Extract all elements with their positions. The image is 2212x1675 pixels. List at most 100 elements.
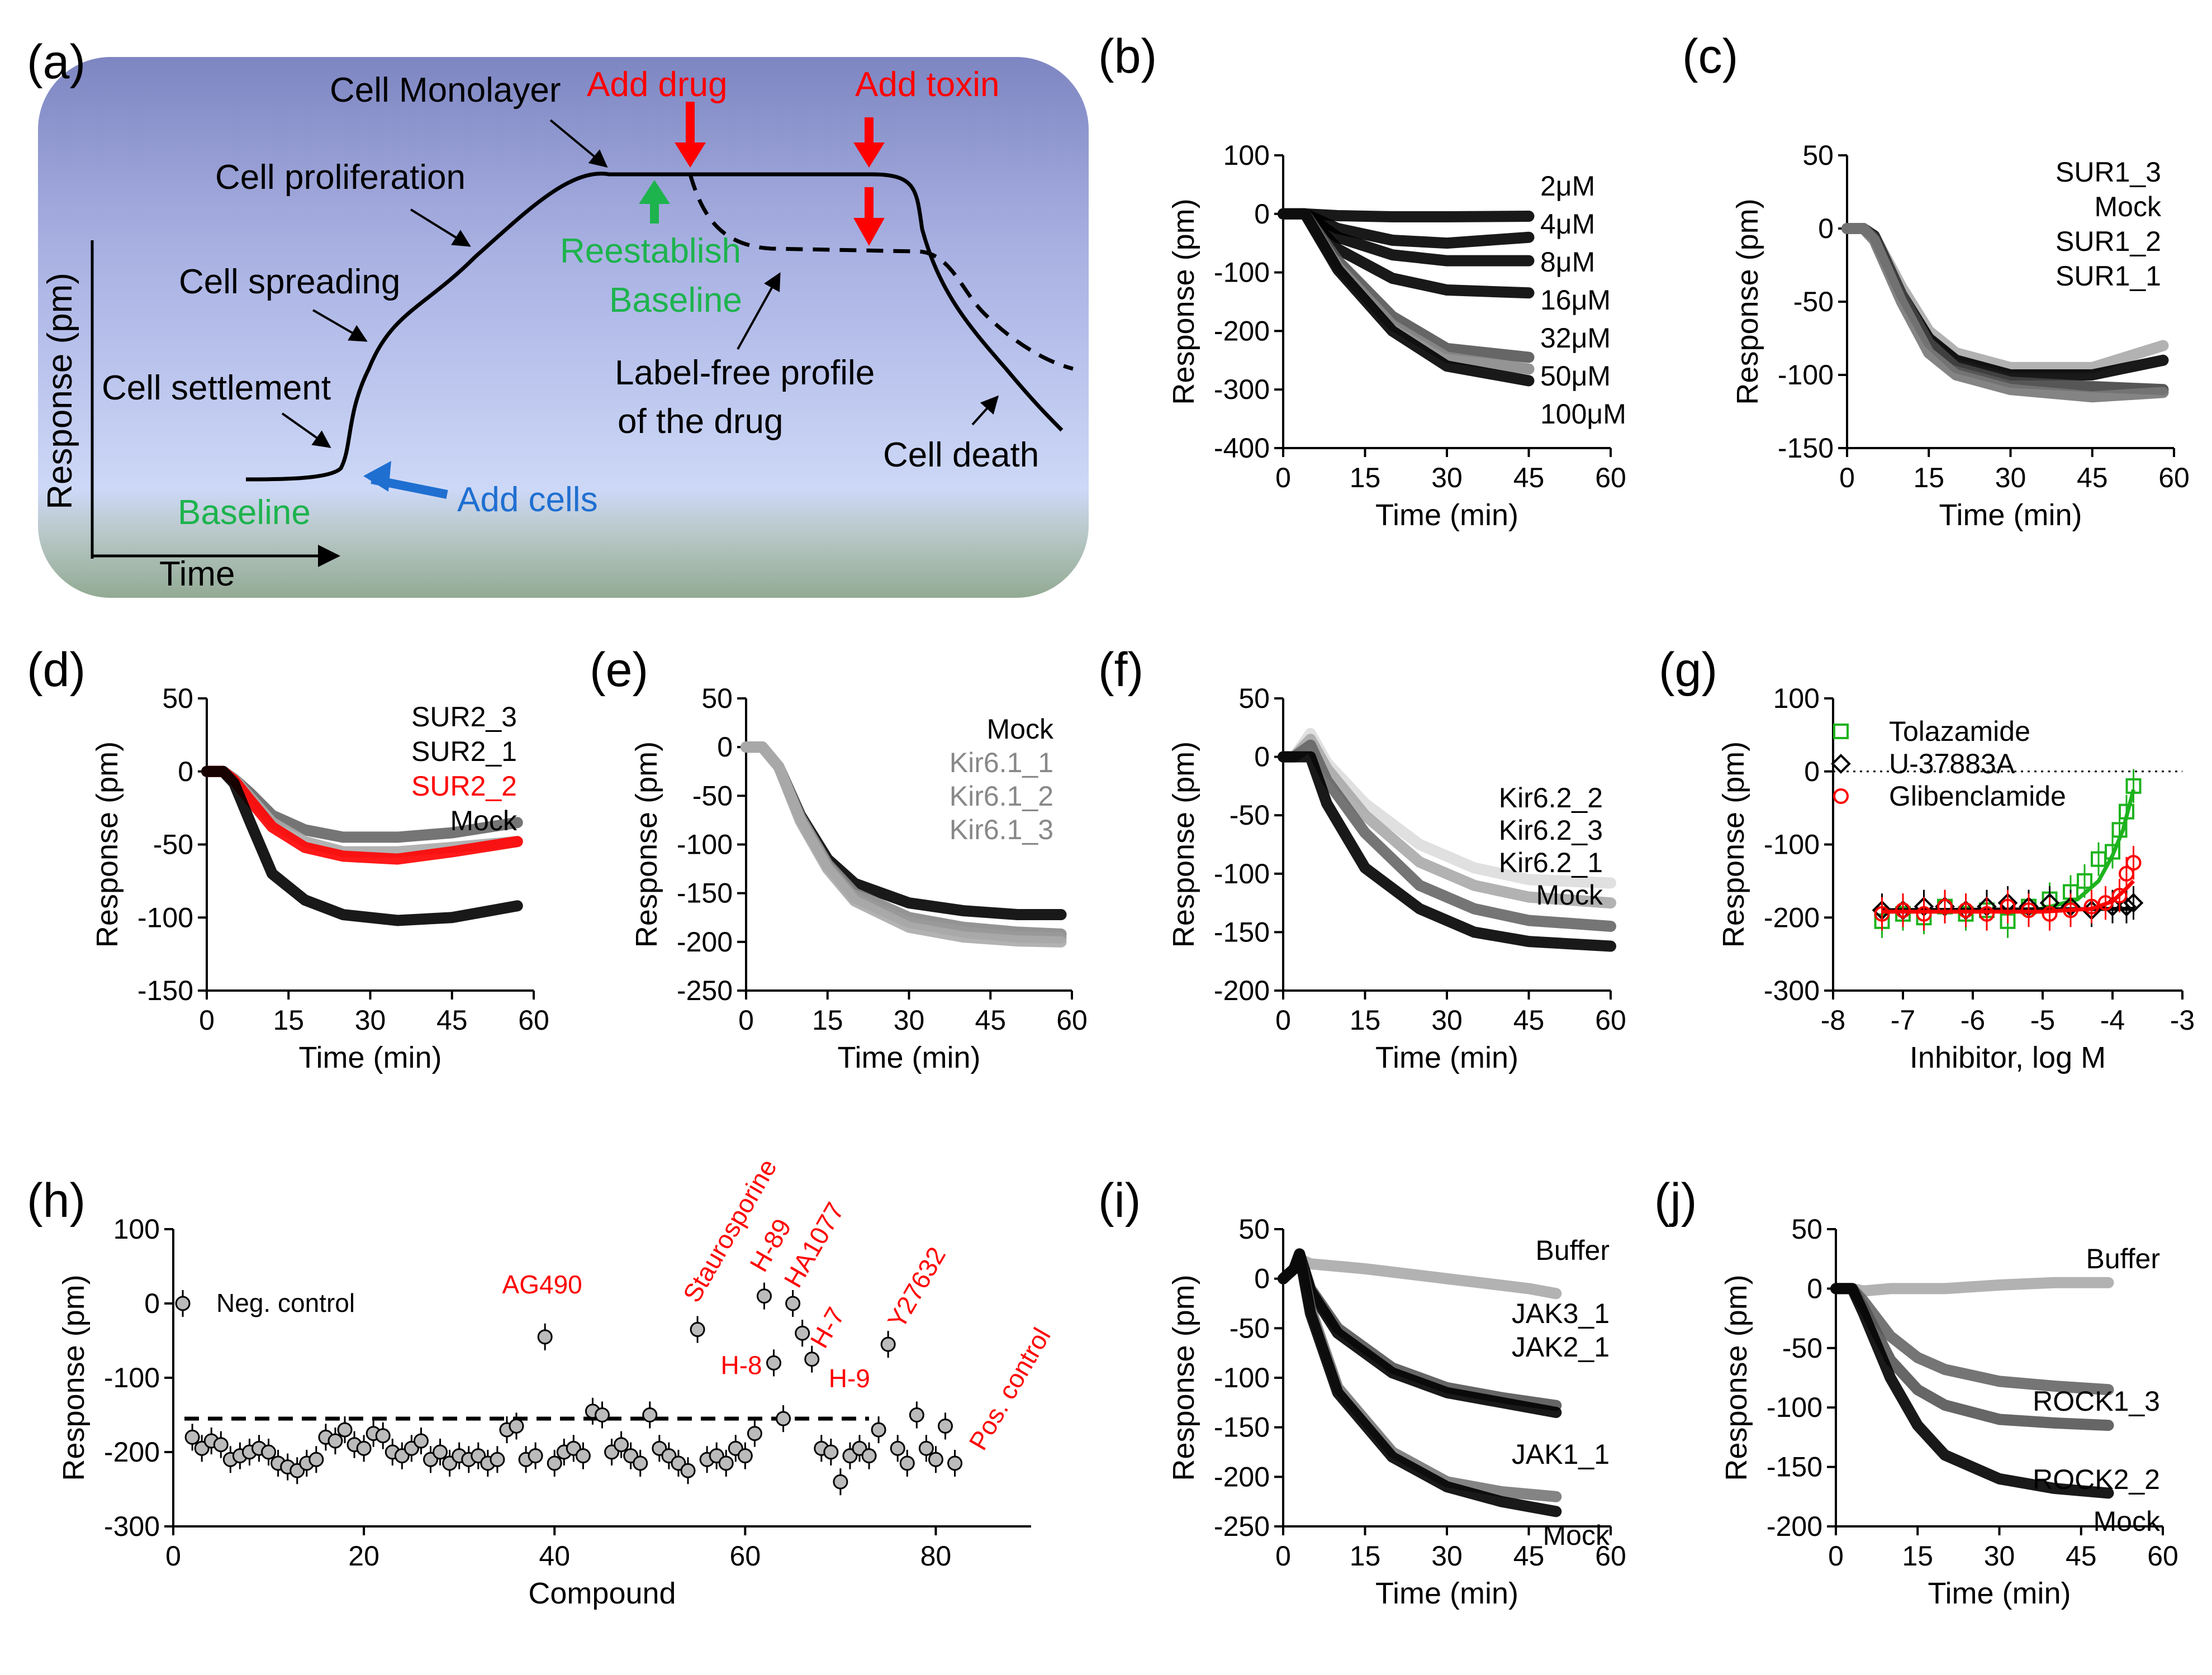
y-tick-label-f: -200 <box>1214 975 1270 1006</box>
panel-letter-i: (i) <box>1098 1174 1141 1227</box>
x-tick-label-g: -7 <box>1891 1005 1915 1036</box>
data-point-h <box>795 1325 810 1341</box>
x-axis-label-i: Time (min) <box>1375 1577 1518 1610</box>
legend-label-b-32-m: 32μM <box>1540 322 1611 354</box>
y-tick-label-e: -100 <box>677 829 733 860</box>
x-tick-label-e: 15 <box>812 1005 843 1036</box>
y-tick-label-g: 0 <box>1804 756 1820 787</box>
x-tick-label-h: 0 <box>165 1540 181 1572</box>
x-tick-label-d: 30 <box>355 1005 386 1036</box>
data-point-h <box>308 1452 324 1467</box>
y-tick-label-c: -100 <box>1778 359 1834 391</box>
legend-label-i-jak3-1: JAK3_1 <box>1512 1298 1610 1329</box>
y-tick-label-g: -100 <box>1764 829 1820 860</box>
y-tick-label-i: -50 <box>1230 1312 1270 1344</box>
legend-label-d-sur2-1: SUR2_1 <box>411 736 517 767</box>
x-tick-label-b: 30 <box>1431 462 1463 493</box>
data-point-g-glibenclamide <box>2063 902 2078 919</box>
panel-letter-c: (c) <box>1682 30 1738 83</box>
x-tick-label-f: 15 <box>1350 1005 1381 1036</box>
annotation-h-h-7: H-7 <box>804 1302 850 1353</box>
y-tick-label-h: 0 <box>144 1288 160 1319</box>
y-tick-label-d: -150 <box>137 975 193 1006</box>
data-point-h <box>614 1437 629 1453</box>
data-point-h <box>785 1296 801 1311</box>
data-point-g-glibenclamide <box>1895 902 1911 919</box>
panel-letter-h: (h) <box>27 1174 86 1227</box>
legend-label-f-kir6-2-1: Kir6.2_1 <box>1499 847 1603 878</box>
data-point-g-glibenclamide <box>2097 895 2114 911</box>
series-line-c-sur1-1 <box>1841 223 2169 403</box>
x-tick-label-d: 45 <box>436 1005 468 1036</box>
data-point-g-glibenclamide <box>2000 898 2016 915</box>
y-tick-label-f: 0 <box>1254 741 1270 773</box>
y-tick-label-e: 0 <box>717 731 733 763</box>
y-tick-label-b: 0 <box>1254 198 1270 230</box>
panel-a-reestablish-label: Reestablish <box>560 232 741 270</box>
legend-label-e-kir6-1-1: Kir6.1_1 <box>950 747 1053 778</box>
legend-label-e-kir6-1-3: Kir6.1_3 <box>950 814 1053 845</box>
y-tick-label-j: -50 <box>1782 1333 1822 1364</box>
data-point-g-glibenclamide <box>1979 906 1995 922</box>
legend-label-b-2-m: 2μM <box>1540 170 1595 202</box>
y-tick-label-i: -250 <box>1214 1511 1270 1542</box>
panel-a-schematic: (a) Response (pm) Time Cell Monolayer Ce… <box>27 35 1089 598</box>
legend-label-f-mock: Mock <box>1536 879 1603 911</box>
x-tick-label-d: 60 <box>518 1005 549 1036</box>
panel-letter-f: (f) <box>1098 643 1143 697</box>
annotation-h-ag490: AG490 <box>502 1270 582 1299</box>
series-line-i-mock <box>1278 1248 1562 1517</box>
x-axis-label-c: Time (min) <box>1939 498 2082 532</box>
y-tick-label-i: -100 <box>1214 1362 1270 1393</box>
panel-a-main-curve <box>245 172 1064 482</box>
panel-a-add-drug-arrow-head <box>675 142 706 168</box>
y-tick-label-f: 50 <box>1238 683 1270 714</box>
data-point-h <box>690 1322 705 1338</box>
panel-a-add-toxin-arrow1-head <box>853 142 885 168</box>
data-point-h <box>861 1448 877 1464</box>
x-tick-label-j: 0 <box>1828 1540 1844 1572</box>
panel-a-baseline-label: Baseline <box>178 493 311 532</box>
data-point-g-tolazamide <box>2119 803 2134 820</box>
y-tick-label-d: 0 <box>178 756 193 787</box>
y-tick-label-j: 0 <box>1807 1273 1822 1304</box>
data-point-h <box>509 1418 524 1434</box>
legend-label-d-sur2-3: SUR2_3 <box>411 701 517 732</box>
x-tick-label-h: 60 <box>730 1540 761 1572</box>
x-axis-label-f: Time (min) <box>1375 1041 1518 1074</box>
data-point-h <box>642 1407 658 1422</box>
data-point-h <box>490 1452 505 1467</box>
x-tick-label-f: 45 <box>1513 1005 1545 1036</box>
legend-label-c-sur1-1: SUR1_1 <box>2056 260 2161 292</box>
y-tick-label-c: -150 <box>1778 432 1834 464</box>
x-tick-label-i: 45 <box>1513 1540 1545 1572</box>
legend-label-b-50-m: 50μM <box>1540 360 1611 392</box>
data-point-g-glibenclamide <box>1874 906 1890 922</box>
y-tick-label-e: -50 <box>692 780 733 811</box>
y-tick-label-i: -150 <box>1214 1412 1270 1443</box>
x-tick-label-b: 0 <box>1275 462 1291 493</box>
x-tick-label-f: 60 <box>1595 1005 1626 1036</box>
data-point-h <box>547 1455 562 1471</box>
y-tick-label-e: 50 <box>701 683 733 714</box>
x-tick-label-c: 30 <box>1995 462 2026 493</box>
x-tick-label-i: 30 <box>1431 1540 1463 1572</box>
panel-a-reestablish-arrow-shaft <box>650 201 659 223</box>
panel-a-add-drug-label: Add drug <box>587 65 728 104</box>
legend-label-j-rock1-3: ROCK1_3 <box>2033 1386 2160 1417</box>
legend-label-g-u-37883a: U-37883A <box>1889 748 2015 779</box>
x-tick-label-j: 15 <box>1902 1540 1933 1572</box>
y-tick-label-h: 100 <box>113 1214 160 1245</box>
y-tick-label-e: -250 <box>677 975 733 1006</box>
y-tick-label-b: 100 <box>1223 140 1270 171</box>
data-point-h <box>175 1296 191 1311</box>
series-line-e-kir6-1-3 <box>741 741 1067 948</box>
y-tick-label-i: -200 <box>1214 1461 1270 1492</box>
x-tick-label-j: 45 <box>2066 1540 2097 1572</box>
data-point-g-glibenclamide <box>2083 898 2100 915</box>
data-point-h <box>737 1448 753 1464</box>
panel-a-monolayer-arrow <box>549 119 608 168</box>
